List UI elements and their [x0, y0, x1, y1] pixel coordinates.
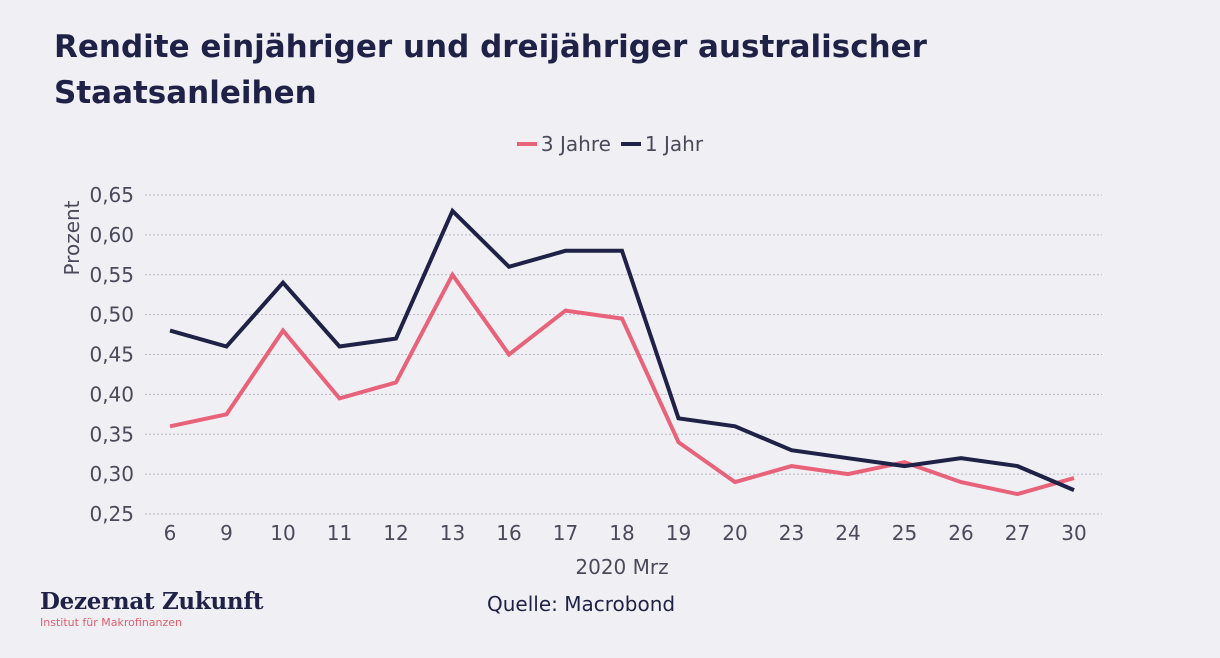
y-axis-label: Prozent: [60, 200, 84, 275]
x-tick-label: 26: [948, 521, 973, 545]
x-tick-label: 13: [440, 521, 465, 545]
x-tick-label: 30: [1061, 521, 1086, 545]
x-axis-label: 2020 Mrz: [575, 555, 668, 579]
y-tick-label: 0,25: [89, 502, 134, 526]
y-tick-label: 0,30: [89, 462, 134, 486]
legend-swatch-3-jahre: [516, 142, 537, 146]
y-tick-label: 0,45: [89, 343, 134, 367]
x-tick-label: 17: [553, 521, 578, 545]
x-tick-label: 18: [609, 521, 634, 545]
x-tick-label: 16: [496, 521, 521, 545]
y-tick-label: 0,40: [89, 382, 134, 406]
x-tick-label: 23: [779, 521, 804, 545]
legend-item-3-jahre: 3 Jahre: [516, 132, 611, 156]
x-tick-label: 10: [270, 521, 295, 545]
x-tick-label: 19: [666, 521, 691, 545]
y-tick-label: 0,55: [89, 263, 134, 287]
x-tick-label: 6: [164, 521, 177, 545]
series-line-3-jahre: [169, 270, 1075, 497]
legend-swatch-1-jahr: [620, 142, 641, 146]
x-tick-label: 24: [835, 521, 860, 545]
brand-subtitle: Institut für Makrofinanzen: [40, 616, 183, 629]
y-tick-label: 0,35: [89, 422, 134, 446]
series-line-1-jahr: [169, 207, 1075, 492]
x-tick-label: 20: [722, 521, 747, 545]
y-tick-label: 0,50: [89, 303, 134, 327]
source-note: Quelle: Macrobond: [487, 592, 676, 616]
x-tick-label: 11: [327, 521, 352, 545]
legend-item-1-jahr: 1 Jahr: [620, 132, 704, 156]
y-tick-label: 0,65: [89, 183, 134, 207]
brand-name: Dezernat Zukunft: [40, 588, 264, 615]
chart-title: Rendite einjähriger und dreijähriger aus…: [54, 29, 927, 111]
x-tick-label: 12: [383, 521, 408, 545]
legend-label-1-jahr: 1 Jahr: [644, 132, 704, 156]
x-tick-label: 9: [220, 521, 233, 545]
x-tick-label: 25: [892, 521, 917, 545]
x-tick-label: 27: [1005, 521, 1030, 545]
brand-logo: Dezernat Zukunft Institut für Makrofinan…: [40, 588, 264, 629]
legend: 3 Jahre 1 Jahr: [0, 132, 1220, 156]
y-tick-label: 0,60: [89, 223, 134, 247]
legend-label-3-jahre: 3 Jahre: [540, 132, 611, 156]
